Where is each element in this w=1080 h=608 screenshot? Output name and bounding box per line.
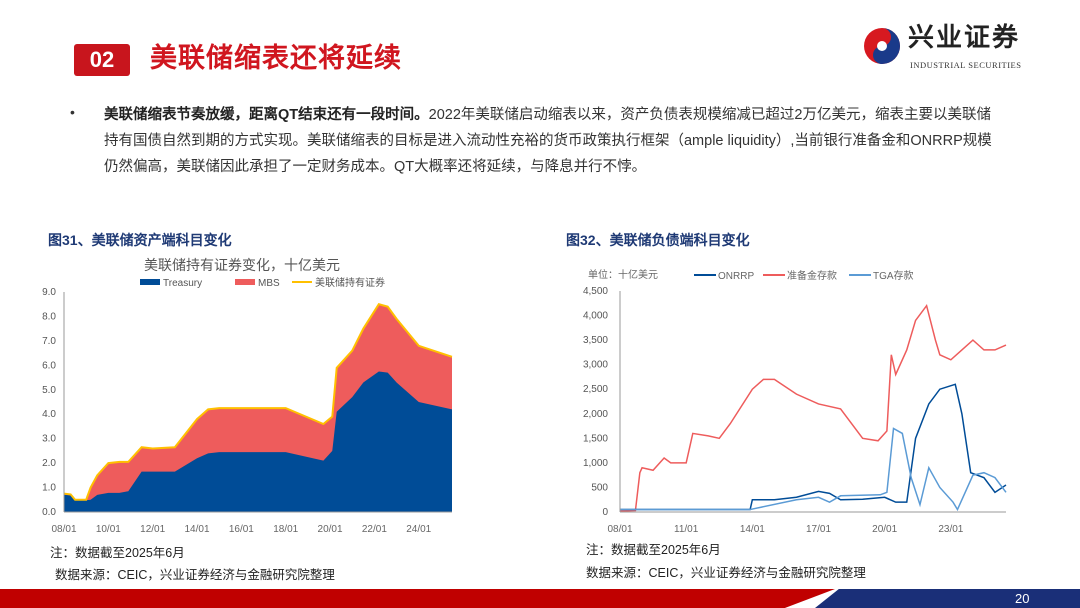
x-tick-label: 14/01 xyxy=(185,524,210,535)
legend-label: 准备金存款 xyxy=(787,269,837,282)
treasury-area xyxy=(64,371,452,512)
paragraph-lead: 美联储缩表节奏放缓，距离QT结束还有一段时间。 xyxy=(104,107,429,123)
logo-swirl-icon xyxy=(864,28,900,64)
unit-label: 单位：十亿美元 xyxy=(588,268,658,281)
paragraph-text: 2022年美联储启动缩表以来，资产负债表规模缩减已超过2万亿美元，缩表主要以美联… xyxy=(104,107,992,175)
footer-band-red xyxy=(0,589,835,608)
y-tick-label: 500 xyxy=(591,482,608,493)
y-tick-label: 0.0 xyxy=(42,507,56,518)
chart-fed-securities: 美联储持有证券变化，十亿美元 Treasury MBS 美联储持有证券 0.0 1.0 2.… xyxy=(42,257,453,535)
x-tick-label: 08/01 xyxy=(607,524,632,535)
figure32-caption: 图32、美联储负债端科目变化 xyxy=(566,232,750,248)
bullet-marker: • xyxy=(70,104,75,120)
figure32-source: 数据来源：CEIC，兴业证券经济与金融研究院整理 xyxy=(586,566,866,580)
body-paragraph: 美联储缩表节奏放缓，距离QT结束还有一段时间。2022年美联储启动缩表以来，资产… xyxy=(104,102,1004,180)
x-tick-label: 22/01 xyxy=(362,524,387,535)
y-tick-label: 3,500 xyxy=(583,335,608,346)
y-tick-label: 4,500 xyxy=(583,286,608,297)
x-tick-label: 18/01 xyxy=(273,524,298,535)
series-line-reserves xyxy=(619,304,1007,512)
chart-fed-liabilities: 单位：十亿美元 ONRRP 准备金存款 TGA存款 0 500 1,000 1,500 2,00… xyxy=(583,268,1007,535)
figure32-note: 注：数据截至2025年6月 xyxy=(586,543,721,557)
y-tick-label: 1.0 xyxy=(42,483,56,494)
x-tick-label: 10/01 xyxy=(96,524,121,535)
legend-label: MBS xyxy=(258,278,280,289)
y-tick-label: 4.0 xyxy=(42,409,56,420)
y-tick-label: 5.0 xyxy=(42,385,56,396)
x-tick-label: 08/01 xyxy=(51,524,76,535)
y-tick-label: 7.0 xyxy=(42,336,56,347)
page-title: 美联储缩表还将延续 xyxy=(150,43,402,73)
x-tick-label: 11/01 xyxy=(674,524,699,535)
y-tick-label: 9.0 xyxy=(42,287,56,298)
logo-cn: 兴业证券 xyxy=(908,23,1021,53)
y-tick-label: 6.0 xyxy=(42,360,56,371)
company-logo: 兴业证券 INDUSTRIAL SECURITIES xyxy=(862,24,1072,74)
x-tick-label: 20/01 xyxy=(318,524,343,535)
series-line-onrrp xyxy=(620,383,1007,511)
y-tick-label: 2,500 xyxy=(583,384,608,395)
y-tick-label: 3,000 xyxy=(583,360,608,371)
x-tick-label: 17/01 xyxy=(806,524,831,535)
legend-label: ONRRP xyxy=(718,271,754,282)
total-securities-line xyxy=(63,303,453,501)
figure31-caption: 图31、美联储资产端科目变化 xyxy=(48,232,232,248)
y-tick-label: 4,000 xyxy=(583,311,608,322)
y-tick-label: 0 xyxy=(602,507,608,518)
y-tick-label: 2.0 xyxy=(42,458,56,469)
figure31-source: 数据来源：CEIC，兴业证券经济与金融研究院整理 xyxy=(55,568,335,582)
y-tick-label: 3.0 xyxy=(42,434,56,445)
series-line-tga xyxy=(620,427,1007,512)
footer-band-blue xyxy=(815,589,1080,608)
y-tick-label: 1,000 xyxy=(583,458,608,469)
legend-swatch xyxy=(235,279,255,285)
y-tick-label: 8.0 xyxy=(42,311,56,322)
x-tick-label: 20/01 xyxy=(872,524,897,535)
y-tick-label: 2,000 xyxy=(583,409,608,420)
x-tick-label: 12/01 xyxy=(140,524,165,535)
section-number-badge: 02 xyxy=(74,44,130,76)
logo-en: INDUSTRIAL SECURITIES xyxy=(910,60,1022,70)
x-tick-label: 24/01 xyxy=(406,524,431,535)
legend-label: Treasury xyxy=(163,278,202,289)
page-number: 20 xyxy=(1015,591,1030,606)
legend-label: TGA存款 xyxy=(873,269,914,282)
x-tick-label: 23/01 xyxy=(938,524,963,535)
chart-title: 美联储持有证券变化，十亿美元 xyxy=(144,257,340,273)
figure31-note: 注：数据截至2025年6月 xyxy=(50,546,185,560)
x-tick-label: 16/01 xyxy=(229,524,254,535)
x-tick-label: 14/01 xyxy=(740,524,765,535)
y-tick-label: 1,500 xyxy=(583,433,608,444)
legend-label: 美联储持有证券 xyxy=(315,276,385,289)
legend-swatch xyxy=(140,279,160,285)
